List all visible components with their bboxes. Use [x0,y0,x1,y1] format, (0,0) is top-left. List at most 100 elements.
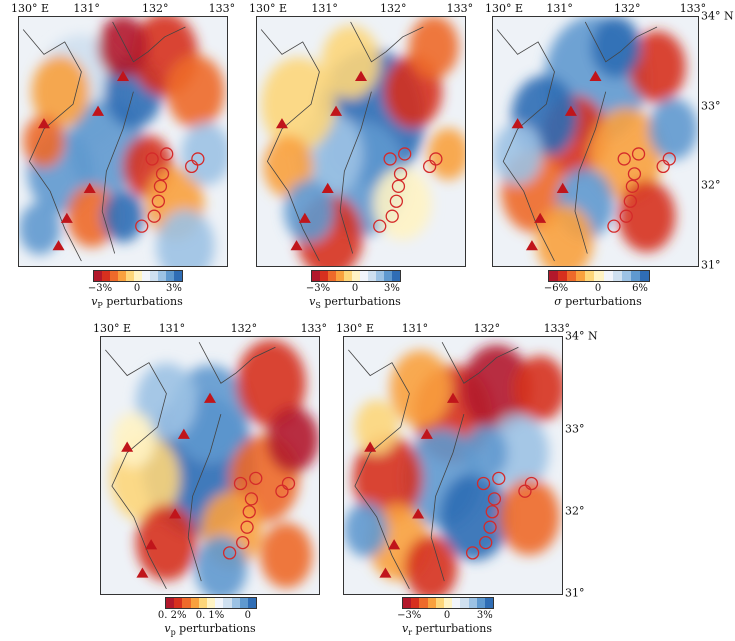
volcano-marker [37,118,50,129]
colorbar-segment [166,598,175,608]
colorbar-segment [630,271,640,281]
anomaly-blob [344,502,388,557]
latitude-tick: 32° [565,504,585,518]
colorbar-segment [576,271,586,281]
colorbar-segment [352,271,360,281]
station-circle [233,476,248,491]
anomaly-blob [389,350,451,427]
station-circle [422,159,437,174]
anomaly-blob [405,535,458,594]
anomaly-blob [461,344,532,432]
anomaly-blob [19,202,61,255]
colorbar-segment [174,598,183,608]
volcano-marker [136,567,149,578]
colorbar-label: vP perturbations [91,295,183,311]
colorbar-segment [150,271,158,281]
station-circle [281,476,296,491]
colorbar-segment [166,271,174,281]
anomaly-blob [284,180,334,243]
volcano-marker [564,105,577,116]
anomaly-blob [498,478,560,556]
anomaly-blob [373,167,432,241]
anomaly-blob [536,205,594,266]
colorbar-tick: −3% [397,610,422,621]
station-circle [145,152,159,166]
volcano-marker [92,105,105,116]
colorbar-segment [320,271,328,281]
anomaly-blob [354,399,399,455]
colorbar-tick: 3% [384,283,400,294]
colorbar-segment [368,271,376,281]
colorbar-segment [639,271,650,281]
volcano-marker [204,392,216,403]
station-circle [385,209,399,223]
anomaly-blob [648,98,698,160]
volcano-marker [589,70,602,81]
colorbar-segment [94,271,102,281]
colorbar-segment [239,598,248,608]
station-circle [518,484,532,498]
latitude-tick: 31° [701,258,721,272]
longitude-tick: 133° [543,322,571,335]
colorbar-segment [435,598,444,608]
latitude-tick: 34° N [701,9,734,23]
latitude-tick: 33° [701,99,721,113]
station-circle [656,159,670,174]
colorbar-segment [460,598,469,608]
station-circle [373,219,387,233]
tomography-map [492,16,699,267]
longitude-tick: 132° [614,2,641,15]
perturbation-field [109,339,319,594]
station-circle [155,167,170,181]
longitude-tick: 132° [380,2,407,15]
colorbar-segment [360,271,368,281]
longitude-tick: 130° E [248,2,288,15]
anomaly-blob [102,190,144,243]
longitude-tick: 132° [230,322,258,335]
anomaly-blob [493,123,543,185]
longitude-tick: 131° [401,322,429,335]
latitude-tick: 34° N [565,329,598,343]
anomaly-blob [408,17,459,79]
colorbar [165,597,257,609]
colorbar-segment [376,271,384,281]
colorbar [311,270,401,282]
colorbar-tick: 0 [443,610,451,621]
anomaly-blob [463,425,508,480]
colorbar-segment [336,271,344,281]
longitude-tick: 130° E [335,322,375,335]
colorbar-tick: 0. 1% [195,610,225,621]
colorbar-tick: 0 [594,283,602,294]
volcano-marker [534,212,547,223]
longitude-tick: 131° [158,322,186,335]
colorbar-label: σ perturbations [554,295,642,308]
volcano-marker [117,70,129,81]
volcano-marker [556,182,569,194]
colorbar-segment [549,271,559,281]
colorbar-tick: 0 [133,283,141,294]
station-circle [222,546,237,560]
map-canvas [493,17,698,266]
station-circle [492,471,506,486]
colorbar-segment [621,271,631,281]
anomaly-blob [266,407,319,473]
coastline [260,21,424,262]
volcano-marker [330,105,343,116]
station-circle [617,152,631,166]
colorbar-segment [247,598,257,608]
anomaly-blob [514,355,562,422]
longitude-tick: 133° [208,2,236,15]
colorbar-segment [142,271,150,281]
anomaly-blob [487,414,549,491]
station-circle [135,219,149,233]
latitude-tick: 33° [565,422,585,436]
anomaly-blob [439,473,510,561]
colorbar-segment [134,271,142,281]
volcano-marker [275,118,288,129]
volcano-marker [169,508,182,519]
colorbar-segment [452,598,461,608]
station-circle [160,147,174,161]
volcano-marker [290,240,303,251]
map-canvas [344,341,562,594]
colorbar-tick: 0 [244,610,251,621]
